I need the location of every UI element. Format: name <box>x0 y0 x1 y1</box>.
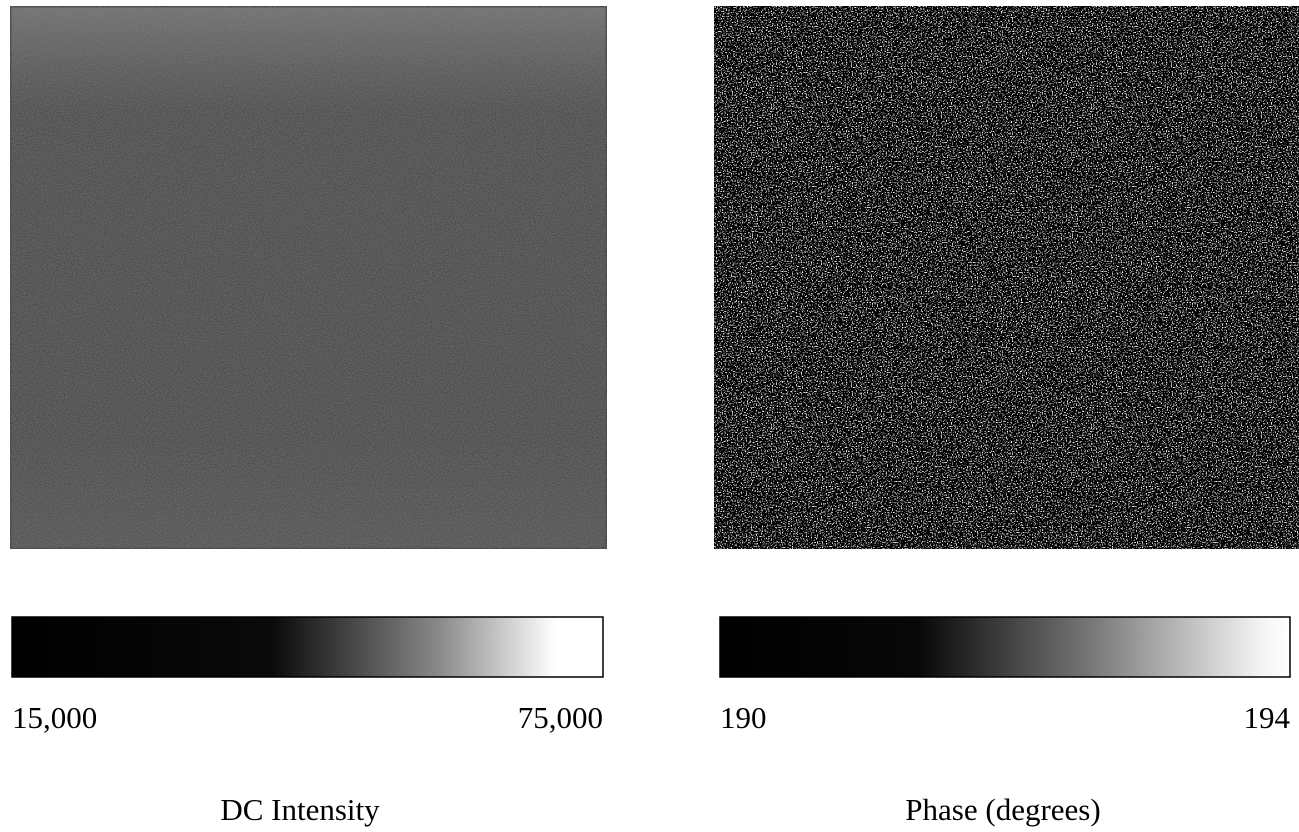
phase-image <box>714 6 1299 549</box>
intensity-image <box>8 4 609 551</box>
colorbar-title: DC Intensity <box>220 792 380 827</box>
colorbar <box>719 616 1291 678</box>
colorbar-title: Phase (degrees) <box>905 792 1100 827</box>
colorbar-tick-label: 15,000 <box>12 700 97 735</box>
colorbar-tick-label: 194 <box>1244 700 1291 735</box>
colorbar <box>11 616 604 678</box>
colorbar-tick-label: 75,000 <box>518 700 603 735</box>
colorbar-tick-label: 190 <box>720 700 767 735</box>
